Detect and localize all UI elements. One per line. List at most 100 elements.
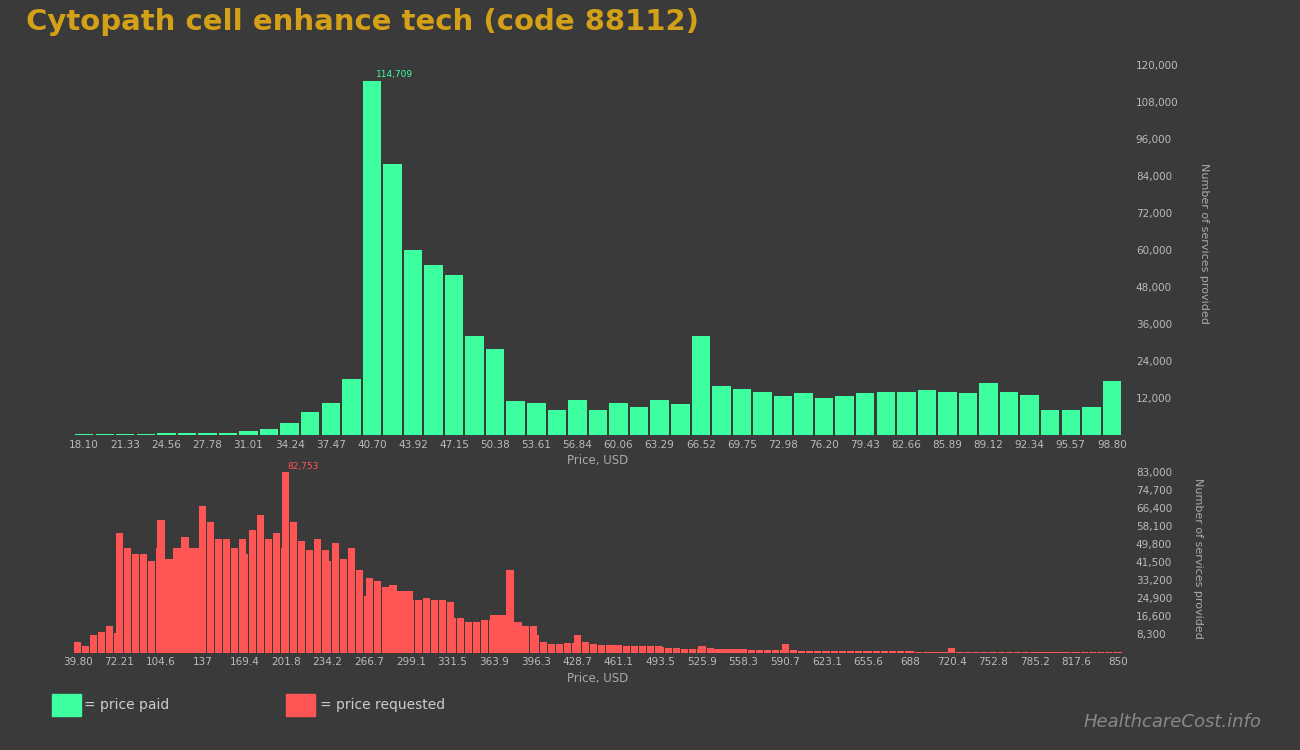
Bar (747, 650, 755, 652)
Bar (556, 644, 563, 652)
Bar (489, 620, 495, 652)
Bar (481, 620, 488, 652)
Bar (897, 392, 915, 435)
Bar (740, 650, 747, 652)
Bar (156, 548, 162, 652)
Bar (581, 641, 589, 652)
Bar (439, 600, 446, 652)
Bar (124, 548, 131, 652)
Bar (373, 580, 381, 652)
Bar (384, 164, 402, 435)
Bar (486, 349, 504, 435)
Bar (731, 650, 737, 652)
Bar (339, 559, 347, 652)
Bar (681, 649, 688, 652)
Bar (831, 651, 838, 652)
Bar (265, 539, 272, 652)
Bar (198, 433, 217, 435)
Bar (231, 548, 238, 652)
Bar (698, 646, 706, 652)
Bar (332, 544, 339, 652)
Bar (855, 393, 875, 435)
Bar (490, 616, 498, 652)
Bar (356, 570, 363, 652)
Bar (424, 266, 443, 435)
Bar (348, 548, 355, 652)
Text: = price paid: = price paid (84, 698, 170, 712)
Bar (116, 434, 134, 435)
Bar (815, 398, 833, 435)
Bar (148, 561, 155, 652)
Bar (1020, 395, 1039, 435)
Bar (774, 397, 792, 435)
Bar (939, 392, 957, 435)
Bar (789, 650, 797, 652)
Bar (650, 400, 670, 435)
Bar (407, 600, 415, 652)
Bar (157, 433, 176, 435)
Bar (794, 393, 812, 435)
Bar (689, 649, 696, 652)
Bar (398, 592, 404, 652)
Bar (107, 626, 113, 652)
Bar (738, 650, 745, 652)
X-axis label: Price, USD: Price, USD (567, 671, 629, 685)
Bar (547, 410, 566, 435)
Y-axis label: Number of services provided: Number of services provided (1200, 164, 1209, 324)
Bar (1102, 381, 1121, 435)
Bar (590, 644, 597, 652)
Bar (532, 635, 539, 652)
Bar (381, 587, 389, 652)
Bar (498, 616, 506, 652)
Bar (523, 626, 529, 652)
Bar (823, 651, 831, 652)
Bar (281, 423, 299, 435)
Bar (876, 392, 896, 435)
Bar (218, 433, 237, 435)
Bar (733, 388, 751, 435)
Bar (290, 522, 298, 652)
Bar (864, 651, 872, 652)
Bar (465, 622, 472, 652)
Bar (239, 431, 257, 435)
Bar (273, 532, 280, 652)
Bar (74, 641, 82, 652)
Bar (881, 651, 888, 652)
Bar (615, 645, 623, 652)
Bar (1062, 410, 1080, 435)
Bar (473, 622, 480, 652)
Bar (456, 617, 464, 652)
Bar (173, 548, 181, 652)
Bar (90, 635, 97, 652)
Bar (979, 382, 998, 435)
Bar (256, 515, 264, 652)
Bar (715, 649, 722, 652)
Bar (692, 336, 710, 435)
Text: = price requested: = price requested (320, 698, 445, 712)
Bar (182, 537, 188, 652)
Bar (199, 506, 207, 652)
Bar (598, 645, 604, 652)
Bar (239, 539, 246, 652)
Bar (248, 530, 256, 652)
Bar (781, 644, 789, 652)
Bar (157, 520, 165, 652)
Bar (224, 539, 230, 652)
Bar (178, 433, 196, 435)
Bar (300, 412, 320, 435)
Bar (664, 648, 672, 652)
Bar (656, 647, 664, 652)
Bar (315, 539, 321, 652)
Bar (324, 561, 332, 652)
Bar (406, 592, 412, 652)
Y-axis label: Number of services provided: Number of services provided (1193, 478, 1202, 639)
Bar (564, 643, 571, 652)
Bar (530, 626, 537, 652)
Bar (632, 646, 638, 652)
Bar (515, 622, 521, 652)
Bar (671, 404, 689, 435)
Bar (772, 650, 779, 652)
Bar (363, 81, 381, 435)
Bar (390, 585, 396, 652)
Bar (572, 643, 578, 652)
